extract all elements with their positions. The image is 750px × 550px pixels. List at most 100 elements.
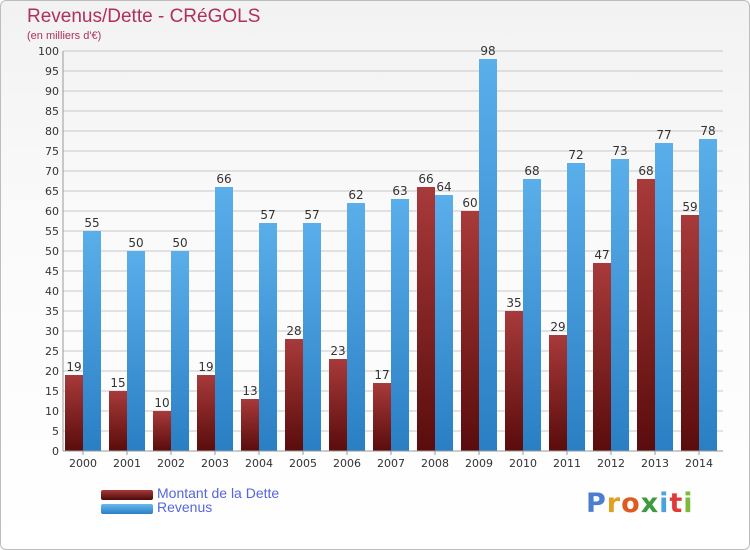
legend-label-revenue: Revenus xyxy=(157,499,213,515)
value-label: 10 xyxy=(154,396,169,410)
chart-title: Revenus/Dette - CRéGOLS xyxy=(27,6,261,27)
bar-revenue xyxy=(303,223,321,451)
logo-letter: i xyxy=(659,488,670,519)
value-label: 23 xyxy=(330,344,345,358)
bar-debt xyxy=(373,383,391,451)
logo-letter: x xyxy=(640,488,660,519)
bar-debt xyxy=(549,335,567,451)
bar-revenue xyxy=(391,199,409,451)
bar-revenue xyxy=(567,163,585,451)
value-label: 66 xyxy=(216,172,231,186)
y-tick-label: 40 xyxy=(45,285,59,298)
y-tick-label: 35 xyxy=(45,305,59,318)
bar-revenue xyxy=(611,159,629,451)
x-tick-label: 2007 xyxy=(377,457,405,470)
bar-revenue xyxy=(259,223,277,451)
value-label: 68 xyxy=(638,164,653,178)
logo-letter: o xyxy=(621,488,641,519)
value-label: 77 xyxy=(656,128,671,142)
value-label: 55 xyxy=(84,216,99,230)
y-tick-label: 100 xyxy=(38,45,59,58)
value-label: 15 xyxy=(110,376,125,390)
y-tick-label: 45 xyxy=(45,265,59,278)
x-tick-label: 2013 xyxy=(641,457,669,470)
value-label: 29 xyxy=(550,320,565,334)
value-label: 19 xyxy=(198,360,213,374)
x-tick-label: 2008 xyxy=(421,457,449,470)
bar-revenue xyxy=(655,143,673,451)
bar-revenue xyxy=(699,139,717,451)
bar-debt xyxy=(417,187,435,451)
y-tick-label: 85 xyxy=(45,105,59,118)
value-label: 17 xyxy=(374,368,389,382)
y-tick-label: 20 xyxy=(45,365,59,378)
logo-letter: t xyxy=(669,488,684,519)
x-tick-label: 2014 xyxy=(685,457,713,470)
legend-swatch-debt xyxy=(101,490,153,500)
value-label: 66 xyxy=(418,172,433,186)
bar-debt xyxy=(329,359,347,451)
value-label: 68 xyxy=(524,164,539,178)
value-label: 50 xyxy=(172,236,187,250)
y-tick-label: 10 xyxy=(45,405,59,418)
legend-label-debt: Montant de la Dette xyxy=(157,485,280,501)
value-label: 35 xyxy=(506,296,521,310)
value-label: 63 xyxy=(392,184,407,198)
y-tick-label: 70 xyxy=(45,165,59,178)
y-tick-label: 50 xyxy=(45,245,59,258)
legend-swatch-revenue xyxy=(101,504,153,514)
bar-debt xyxy=(197,375,215,451)
bar-revenue xyxy=(127,251,145,451)
value-label: 50 xyxy=(128,236,143,250)
x-tick-label: 2005 xyxy=(289,457,317,470)
bar-debt xyxy=(593,263,611,451)
logo-letter: i xyxy=(683,488,694,519)
value-label: 62 xyxy=(348,188,363,202)
logo-letter: r xyxy=(606,488,622,519)
bar-debt xyxy=(637,179,655,451)
bar-debt xyxy=(505,311,523,451)
bar-debt xyxy=(681,215,699,451)
value-label: 60 xyxy=(462,196,477,210)
y-tick-label: 0 xyxy=(52,445,59,458)
bar-debt xyxy=(109,391,127,451)
x-tick-label: 2012 xyxy=(597,457,625,470)
x-tick-label: 2010 xyxy=(509,457,537,470)
value-label: 78 xyxy=(700,124,715,138)
bar-revenue xyxy=(83,231,101,451)
x-tick-label: 2001 xyxy=(113,457,141,470)
axes: 0 5 10 15 20 25 30 35 40 45 50 55 60 65 70 75 80 85 90 95 10… xyxy=(38,45,723,470)
bars xyxy=(65,59,717,451)
value-label: 13 xyxy=(242,384,257,398)
bar-revenue xyxy=(347,203,365,451)
bar-debt xyxy=(153,411,171,451)
y-tick-label: 5 xyxy=(52,425,59,438)
bar-revenue xyxy=(523,179,541,451)
y-tick-label: 25 xyxy=(45,345,59,358)
value-label: 64 xyxy=(436,180,451,194)
y-tick-label: 90 xyxy=(45,85,59,98)
bar-debt xyxy=(285,339,303,451)
value-label: 57 xyxy=(304,208,319,222)
x-tick-label: 2009 xyxy=(465,457,493,470)
y-tick-label: 75 xyxy=(45,145,59,158)
bar-debt xyxy=(461,211,479,451)
x-tick-label: 2003 xyxy=(201,457,229,470)
x-tick-label: 2000 xyxy=(69,457,97,470)
bar-debt xyxy=(241,399,259,451)
value-label: 72 xyxy=(568,148,583,162)
value-label: 59 xyxy=(682,200,697,214)
y-tick-label: 55 xyxy=(45,225,59,238)
x-tick-label: 2006 xyxy=(333,457,361,470)
x-tick-label: 2011 xyxy=(553,457,581,470)
y-tick-label: 65 xyxy=(45,185,59,198)
value-label: 28 xyxy=(286,324,301,338)
bar-revenue xyxy=(171,251,189,451)
bar-revenue xyxy=(435,195,453,451)
x-tick-label: 2002 xyxy=(157,457,185,470)
proxiti-logo: Proxiti xyxy=(586,488,694,519)
y-tick-label: 30 xyxy=(45,325,59,338)
logo-letter: P xyxy=(586,488,607,519)
